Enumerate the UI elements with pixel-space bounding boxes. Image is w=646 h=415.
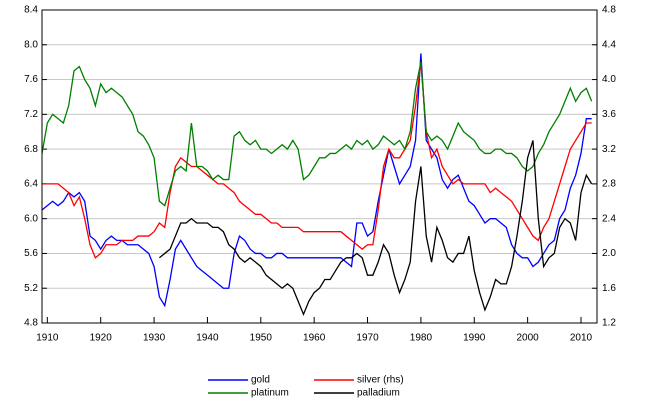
x-tick-label: 1920 <box>90 333 113 344</box>
plot-frame <box>41 9 598 324</box>
series-line <box>41 53 592 308</box>
y2-tick-label: 2.0 <box>602 248 616 259</box>
y2-tick-label: 4.0 <box>602 74 616 85</box>
y-tick-label: 7.6 <box>24 74 38 85</box>
x-tick-label: 1970 <box>356 333 379 344</box>
legend-label: gold <box>251 375 270 386</box>
series-line <box>41 62 593 207</box>
y2-tick-label: 1.2 <box>602 318 616 329</box>
x-tick-label: 1960 <box>303 333 326 344</box>
series-line <box>158 140 593 317</box>
y-tick-label: 6.4 <box>24 179 38 190</box>
y2-tick-label: 1.6 <box>602 283 616 294</box>
y-tick-label: 5.6 <box>24 248 38 259</box>
series-line <box>42 62 592 259</box>
y2-tick-label: 4.4 <box>602 39 616 50</box>
x-tick-label: 1980 <box>410 333 433 344</box>
x-tick-label: 2010 <box>570 333 593 344</box>
x-tick-label: 1930 <box>143 333 166 344</box>
y-tick-label: 7.2 <box>24 109 38 120</box>
legend-label: platinum <box>251 388 289 399</box>
y2-tick-label: 2.4 <box>602 213 616 224</box>
y2-tick-label: 3.2 <box>602 144 616 155</box>
legend-label: silver (rhs) <box>357 375 404 386</box>
x-tick-label: 1910 <box>36 333 59 344</box>
y2-tick-label: 3.6 <box>602 109 616 120</box>
y-tick-label: 5.2 <box>24 283 38 294</box>
y-tick-label: 8.0 <box>24 39 38 50</box>
y-tick-label: 6.8 <box>24 144 38 155</box>
legend-label: palladium <box>357 388 400 399</box>
x-tick-label: 1940 <box>196 333 219 344</box>
y-tick-label: 8.4 <box>24 5 38 16</box>
x-tick-label: 1990 <box>463 333 486 344</box>
y2-tick-label: 4.8 <box>602 5 616 16</box>
y-tick-label: 4.8 <box>24 318 38 329</box>
y-tick-label: 6.0 <box>24 213 38 224</box>
y2-tick-label: 2.8 <box>602 179 616 190</box>
x-tick-label: 1950 <box>250 333 273 344</box>
x-tick-label: 2000 <box>517 333 540 344</box>
